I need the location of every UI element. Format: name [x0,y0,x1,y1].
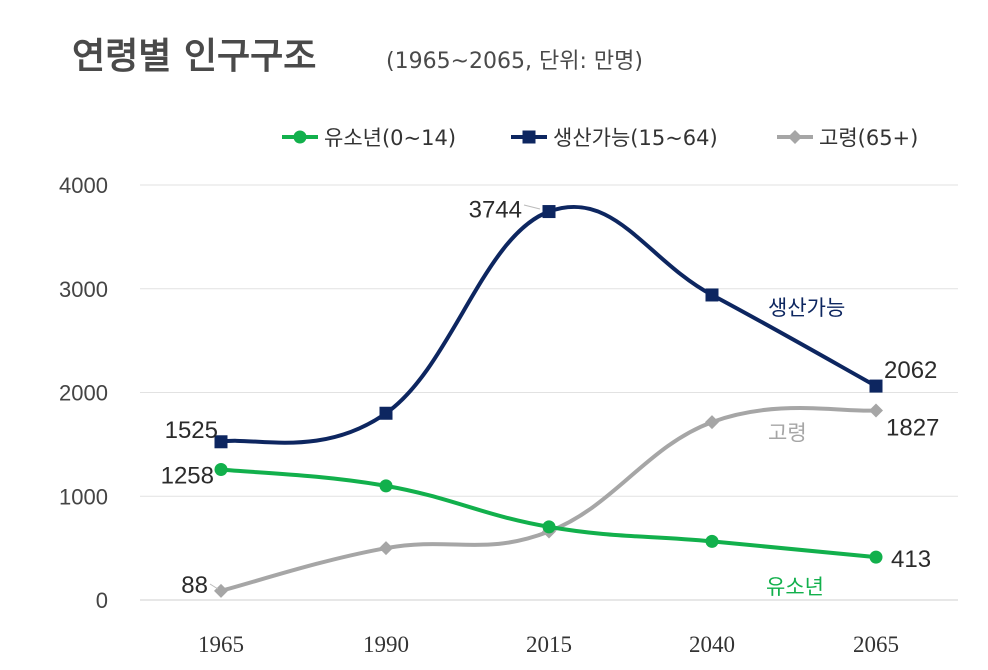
legend-marker [522,130,536,144]
y-axis-ticks: 0 1000 2000 3000 4000 [59,173,108,613]
x-tick-label: 2015 [526,632,572,657]
grid [140,184,958,601]
chart-title: 연령별 인구구조 [72,36,316,77]
data-point [705,534,719,548]
series-markers [214,205,883,598]
y-tick-label: 1000 [59,484,108,509]
data-label: 88 [181,572,208,599]
data-point [214,583,228,598]
x-tick-label: 2040 [689,632,735,657]
legend-label: 유소년(0~14) [324,126,456,150]
data-label: 1525 [165,417,218,444]
data-point [869,379,883,393]
series-label: 고령 [768,421,807,445]
x-tick-label: 1965 [198,632,244,657]
data-point [214,462,228,476]
data-label: 413 [891,546,931,573]
leader-line [209,583,219,590]
series-label: 유소년 [766,575,824,599]
y-tick-label: 2000 [59,381,108,406]
y-tick-label: 3000 [59,277,108,302]
series-line [219,467,878,560]
chart-subtitle: (1965~2065, 단위: 만명) [386,49,643,74]
legend-label: 고령(65+) [819,126,918,150]
data-point [214,435,228,449]
data-point [705,288,719,302]
legend: 유소년(0~14) 생산가능(15~64) 고령(65+) [282,126,918,150]
data-point [379,541,393,556]
leader-line [523,204,541,210]
legend-marker [293,130,307,144]
data-label: 1258 [161,462,214,489]
data-label: 3744 [469,197,522,224]
data-point [869,403,883,418]
data-label: 1827 [886,414,939,441]
data-point [379,479,393,493]
data-point [542,520,556,534]
data-point [542,205,556,219]
data-point [869,550,883,564]
y-tick-label: 0 [96,588,108,613]
data-point [705,415,719,430]
x-tick-label: 2065 [853,632,899,657]
data-label: 2062 [884,357,937,384]
legend-label: 생산가능(15~64) [553,126,718,150]
x-axis-ticks: 1965 1990 2015 2040 2065 [198,632,899,657]
x-tick-label: 1990 [363,632,409,657]
y-tick-label: 4000 [59,173,108,198]
data-point [379,406,393,420]
legend-marker [788,130,802,144]
series-label: 생산가능 [768,296,845,320]
